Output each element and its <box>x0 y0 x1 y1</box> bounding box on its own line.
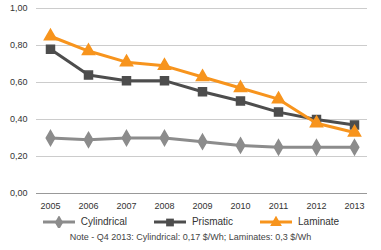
svg-text:2011: 2011 <box>269 201 288 211</box>
svg-text:1,00: 1,00 <box>10 3 28 13</box>
svg-text:2010: 2010 <box>230 201 250 211</box>
svg-text:0,80: 0,80 <box>10 40 28 50</box>
html-text:Cylindrical: Cylindrical <box>80 216 127 227</box>
svg-text:2012: 2012 <box>306 201 326 211</box>
svg-text:0,40: 0,40 <box>10 114 28 124</box>
svg-text:0,60: 0,60 <box>10 77 28 87</box>
svg-text:2005: 2005 <box>40 201 60 211</box>
svg-text:2008: 2008 <box>154 201 174 211</box>
html-text:Laminate: Laminate <box>298 216 340 227</box>
svg-text:0,00: 0,00 <box>10 188 28 198</box>
html-text:Note - Q4 2013: Cylindrical: 0: Note - Q4 2013: Cylindrical: 0,17 $/Wh; … <box>69 232 312 242</box>
svg-text:2009: 2009 <box>192 201 212 211</box>
svg-text:2013: 2013 <box>344 201 364 211</box>
svg-text:2007: 2007 <box>116 201 136 211</box>
html-text:Prismatic: Prismatic <box>191 216 233 227</box>
svg-text:2006: 2006 <box>78 201 98 211</box>
svg-text:0,20: 0,20 <box>10 151 28 161</box>
